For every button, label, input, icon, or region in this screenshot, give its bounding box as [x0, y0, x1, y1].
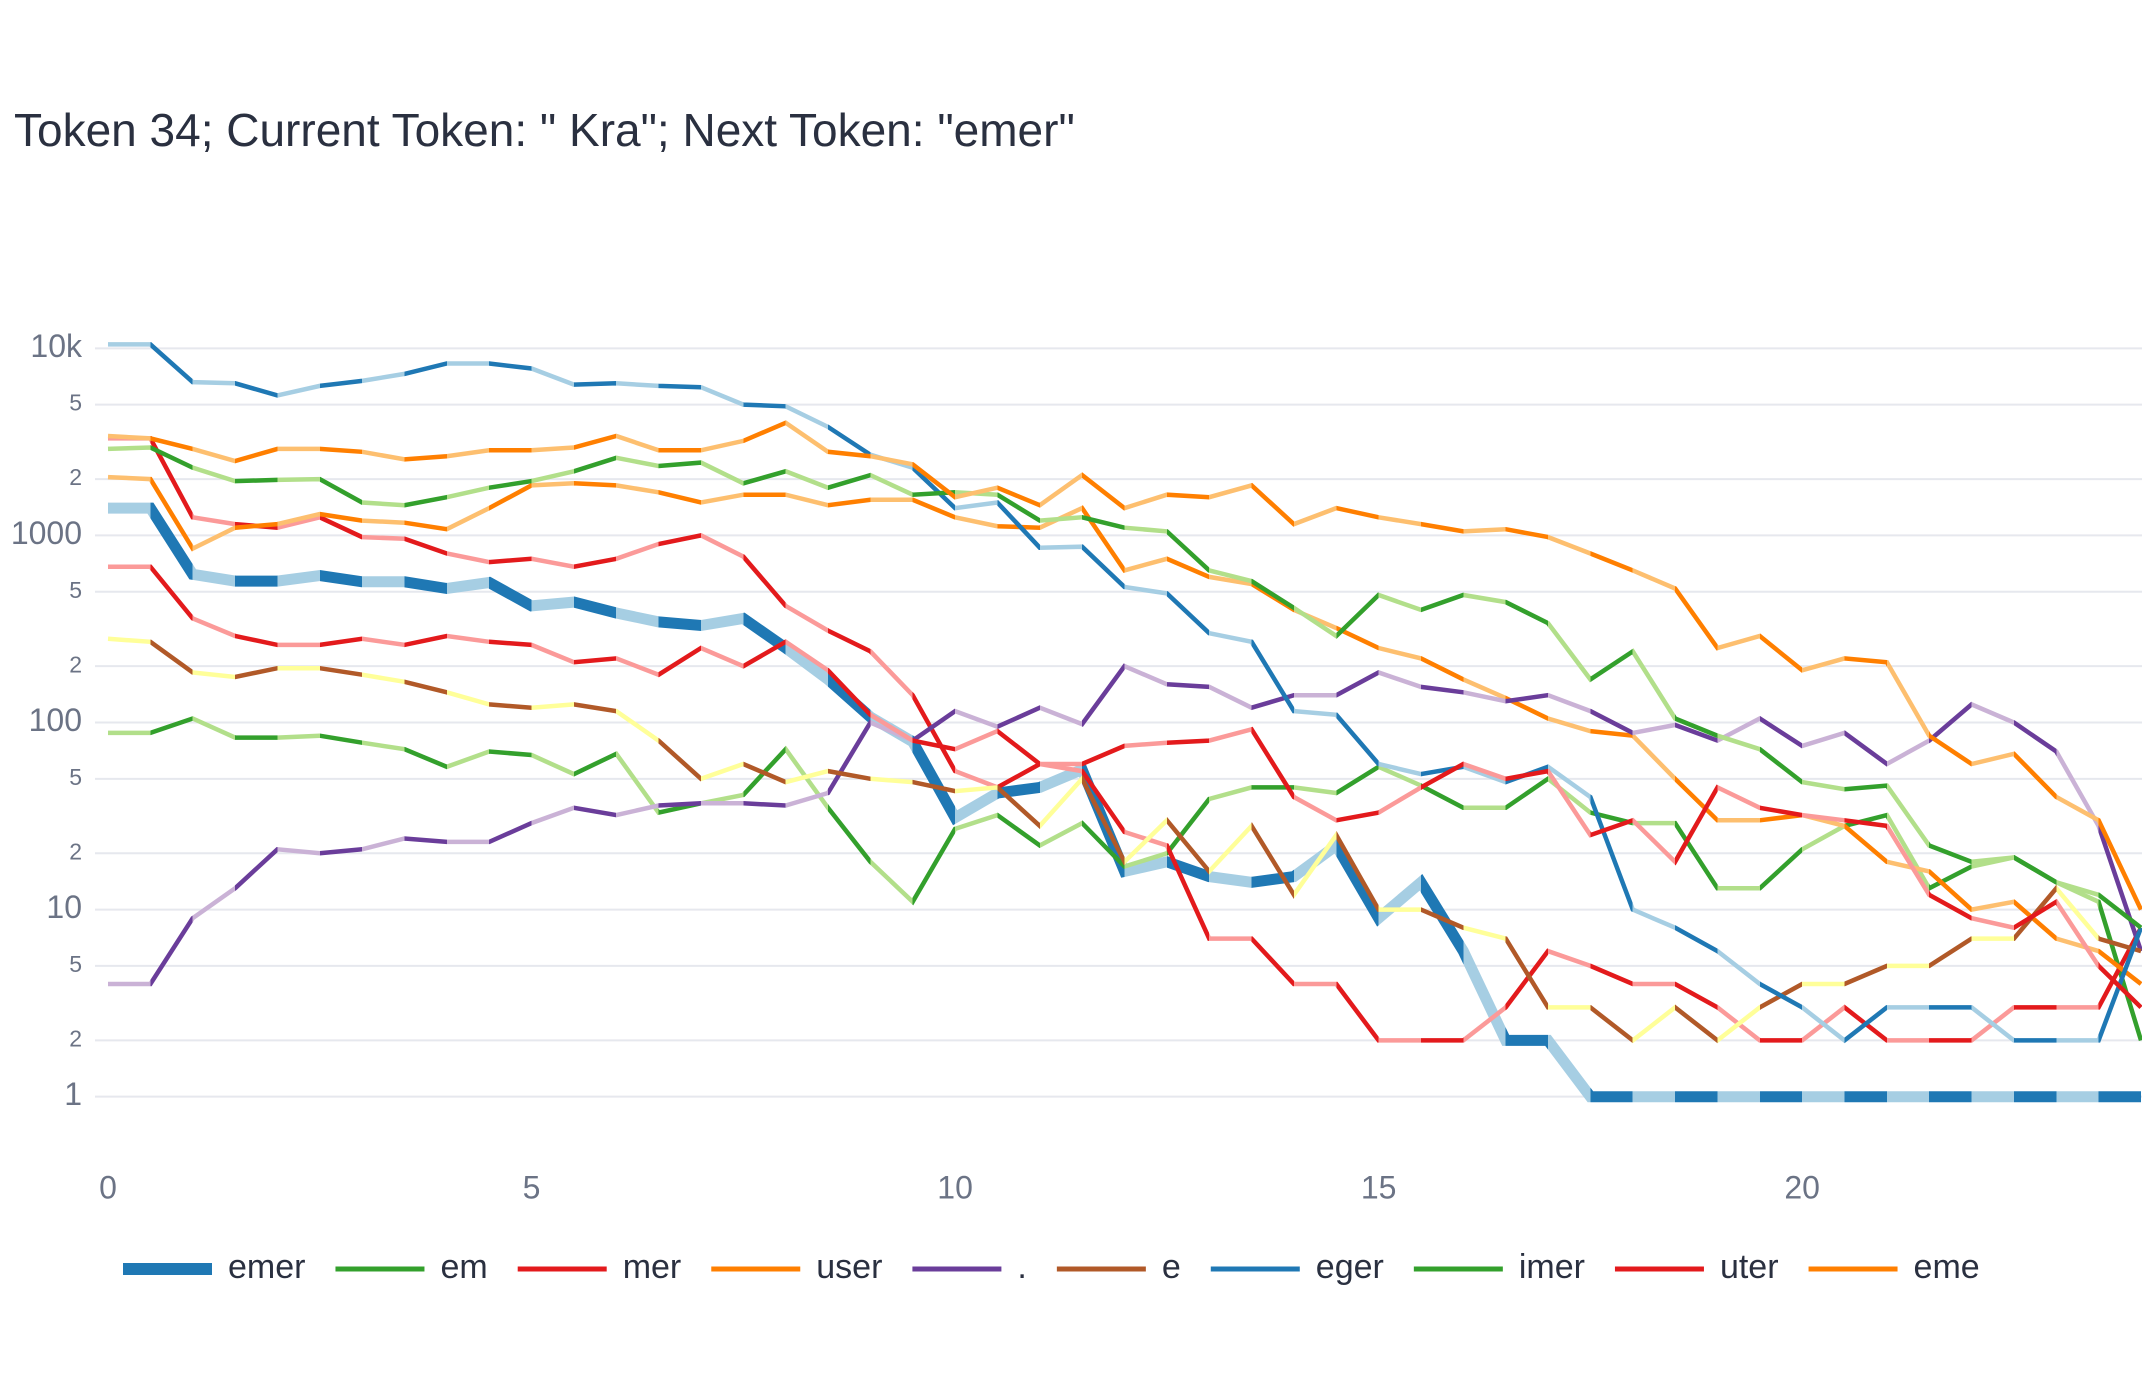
y-tick-label: 10 — [46, 889, 82, 925]
x-tick-label: 15 — [1361, 1169, 1397, 1205]
series-line — [107, 445, 2142, 930]
y-tick-label: 5 — [69, 951, 82, 977]
axes: 1 2 5 10 2 5 100 2 5 1000 2 5 10k 0 5 10 15 20 — [11, 328, 1820, 1206]
x-tick-label: 0 — [99, 1169, 117, 1205]
series-line — [108, 663, 2142, 987]
legend-label: user — [816, 1248, 882, 1286]
legend-label: emer — [228, 1248, 305, 1286]
legend-label: em — [440, 1248, 487, 1286]
series-line — [108, 342, 2142, 1044]
legend-label: . — [1017, 1248, 1026, 1286]
y-tick-label: 1000 — [11, 515, 82, 551]
y-tick-label: 100 — [29, 702, 82, 738]
y-tick-label: 2 — [69, 464, 82, 490]
series-line — [107, 420, 2142, 911]
legend-label: mer — [623, 1248, 682, 1286]
y-tick-label: 2 — [69, 1025, 82, 1051]
series-line — [107, 636, 2142, 1044]
x-tick-label: 10 — [937, 1169, 973, 1205]
y-tick-label: 2 — [69, 838, 82, 864]
legend-label: imer — [1519, 1248, 1585, 1286]
x-tick-label: 20 — [1784, 1169, 1820, 1205]
x-tick-label: 5 — [523, 1169, 541, 1205]
series-line — [108, 716, 2142, 1042]
legend-label: eger — [1316, 1248, 1384, 1286]
y-tick-label: 5 — [69, 390, 82, 416]
legend: emer em mer user. e eger imer uter eme — [123, 1248, 1980, 1286]
legend-label: e — [1162, 1248, 1181, 1286]
series-line — [108, 502, 2141, 1103]
chart-title: Token 34; Current Token: " Kra"; Next To… — [14, 104, 1075, 156]
series-line — [107, 474, 2142, 986]
y-tick-label: 2 — [69, 651, 82, 677]
y-tick-label: 5 — [69, 577, 82, 603]
series-line — [108, 564, 2142, 1010]
y-tick-label: 1 — [64, 1076, 82, 1112]
series-line — [108, 436, 2142, 1043]
legend-label: eme — [1914, 1248, 1980, 1286]
legend-label: uter — [1720, 1248, 1779, 1286]
y-tick-label: 5 — [69, 764, 82, 790]
y-tick-label: 10k — [30, 328, 83, 364]
lines — [107, 342, 2142, 1103]
